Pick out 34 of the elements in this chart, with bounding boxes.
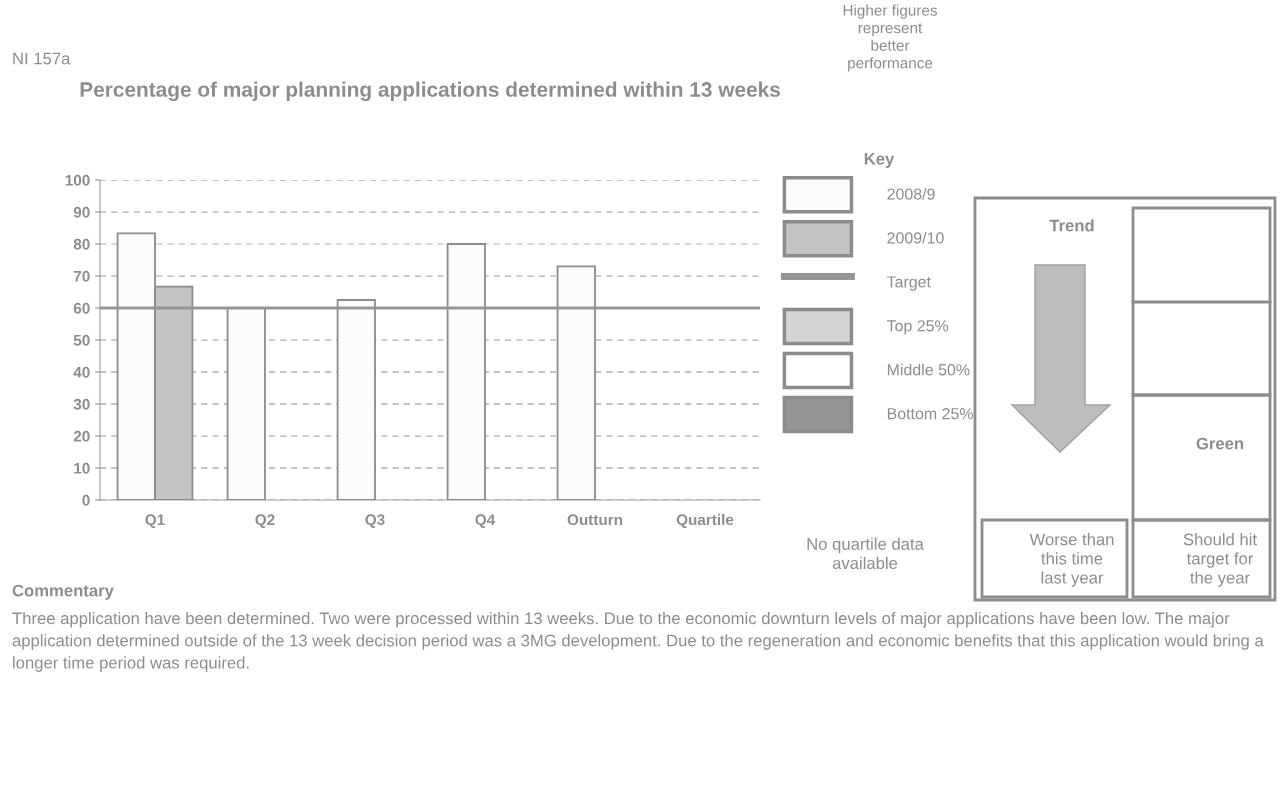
text: No quartile data available bbox=[807, 537, 924, 570]
text: Commentary bbox=[12, 584, 114, 600]
x-tick-label: Outturn bbox=[567, 514, 623, 526]
y-tick-label: 0 bbox=[82, 494, 90, 506]
x-tick-label: Q4 bbox=[475, 514, 496, 528]
y-tick-label: 20 bbox=[73, 430, 90, 442]
y-tick-label: 30 bbox=[73, 398, 90, 410]
x-tick-label: Q2 bbox=[255, 514, 275, 528]
legend-label: Middle 50% bbox=[887, 363, 970, 376]
y-tick-label: 90 bbox=[73, 206, 90, 218]
y-tick-label: 10 bbox=[74, 462, 90, 474]
chart-title: Percentage of major planning applications determined within 13 weeks bbox=[80, 81, 780, 102]
text: Higher figures represent better performance bbox=[843, 4, 937, 72]
legend-label: 2009/10 bbox=[887, 231, 944, 244]
legend-label: 2008/9 bbox=[887, 187, 935, 200]
text: Worse than this time last year bbox=[1029, 533, 1114, 587]
legend-label: Top 25% bbox=[886, 320, 949, 335]
y-tick-label: 80 bbox=[73, 238, 90, 250]
y-tick-label: 100 bbox=[65, 174, 90, 186]
y-tick-label: 50 bbox=[73, 334, 90, 346]
x-tick-label: Q3 bbox=[365, 514, 385, 528]
legend-label: Bottom 25% bbox=[887, 408, 974, 420]
text: Green bbox=[1196, 437, 1244, 450]
x-tick-label: Quartile bbox=[676, 513, 734, 528]
x-tick-label: Q1 bbox=[145, 514, 165, 528]
y-tick-label: 40 bbox=[73, 366, 90, 378]
legend-title: Key bbox=[864, 152, 895, 168]
text: Three application have been determined. Two were processed within 13 weeks. Due to the economic downturn levels of major applications have been low. The major application determined outside of the 13 week decision period was a 3MG development. Due to the regeneration and economic benefits that this application would bring a longer time period was required. bbox=[12, 612, 1264, 672]
text: Should hit target for the year bbox=[1183, 533, 1257, 587]
y-tick-label: 60 bbox=[73, 302, 90, 314]
text: Trend bbox=[1049, 219, 1094, 232]
y-tick-label: 70 bbox=[73, 270, 90, 282]
legend-label: Target bbox=[886, 276, 931, 291]
text: NI 157a bbox=[13, 52, 71, 65]
